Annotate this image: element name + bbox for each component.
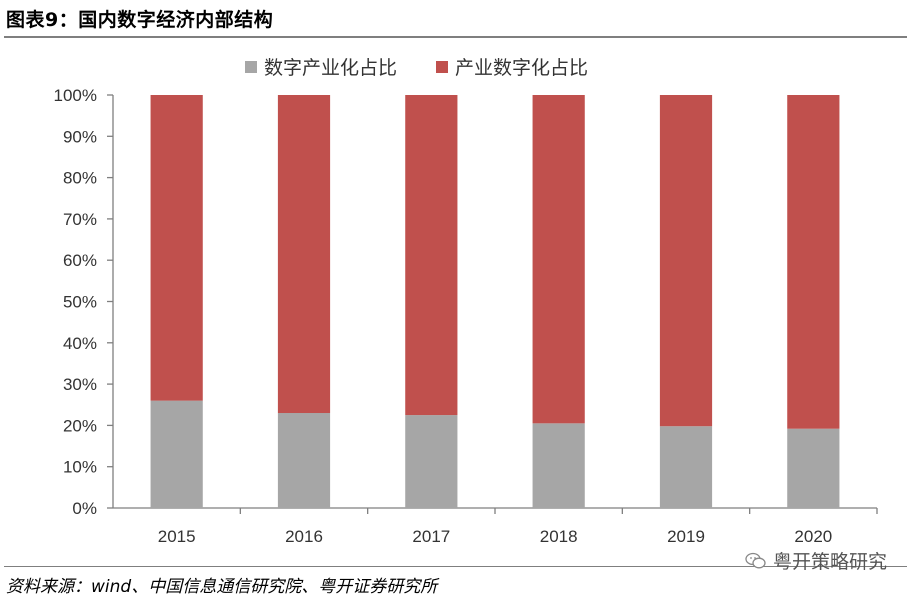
bar-digital-industrialization: [405, 415, 458, 508]
x-tick-label: 2018: [540, 527, 578, 546]
bar-digital-industrialization: [150, 400, 203, 508]
bar-digital-industrialization: [787, 428, 840, 508]
y-tick-label: 50%: [63, 293, 97, 312]
x-tick-label: 2016: [285, 527, 323, 546]
y-tick-label: 70%: [63, 210, 97, 229]
bar-digital-industrialization: [277, 413, 331, 508]
watermark-text: 粤开策略研究: [772, 551, 887, 573]
x-tick-label: 2019: [667, 527, 705, 546]
y-tick-label: 90%: [63, 127, 97, 146]
x-tick-label: 2020: [794, 527, 832, 546]
y-tick-label: 40%: [63, 334, 97, 353]
bar-industrial-digitalization: [787, 95, 840, 429]
bar-digital-industrialization: [532, 423, 585, 508]
bar-industrial-digitalization: [150, 95, 203, 401]
y-tick-label: 10%: [63, 458, 97, 477]
y-tick-label: 80%: [63, 169, 97, 188]
bar-industrial-digitalization: [405, 95, 458, 416]
legend-swatch: [245, 61, 257, 73]
watermark: 粤开策略研究: [745, 547, 887, 574]
wechat-icon: [745, 552, 766, 568]
y-tick-label: 60%: [63, 251, 97, 270]
source-divider: [4, 566, 907, 567]
bar-industrial-digitalization: [532, 95, 585, 424]
x-tick-label: 2015: [158, 527, 196, 546]
x-tick-label: 2017: [412, 527, 450, 546]
source-note: 资料来源：wind、中国信息通信研究院、粤开证券研究所: [6, 577, 438, 597]
title-divider: [4, 36, 907, 38]
bar-digital-industrialization: [659, 426, 713, 508]
bar-industrial-digitalization: [659, 95, 713, 427]
y-tick-label: 0%: [72, 499, 97, 518]
legend-label: 数字产业化占比: [264, 57, 397, 79]
legend-swatch: [436, 61, 448, 73]
y-tick-label: 100%: [54, 86, 97, 105]
y-tick-label: 30%: [63, 375, 97, 394]
chart-title: 图表9：国内数字经济内部结构: [6, 9, 274, 31]
legend-label: 产业数字化占比: [455, 57, 588, 79]
bar-industrial-digitalization: [277, 95, 331, 414]
y-tick-label: 20%: [63, 416, 97, 435]
